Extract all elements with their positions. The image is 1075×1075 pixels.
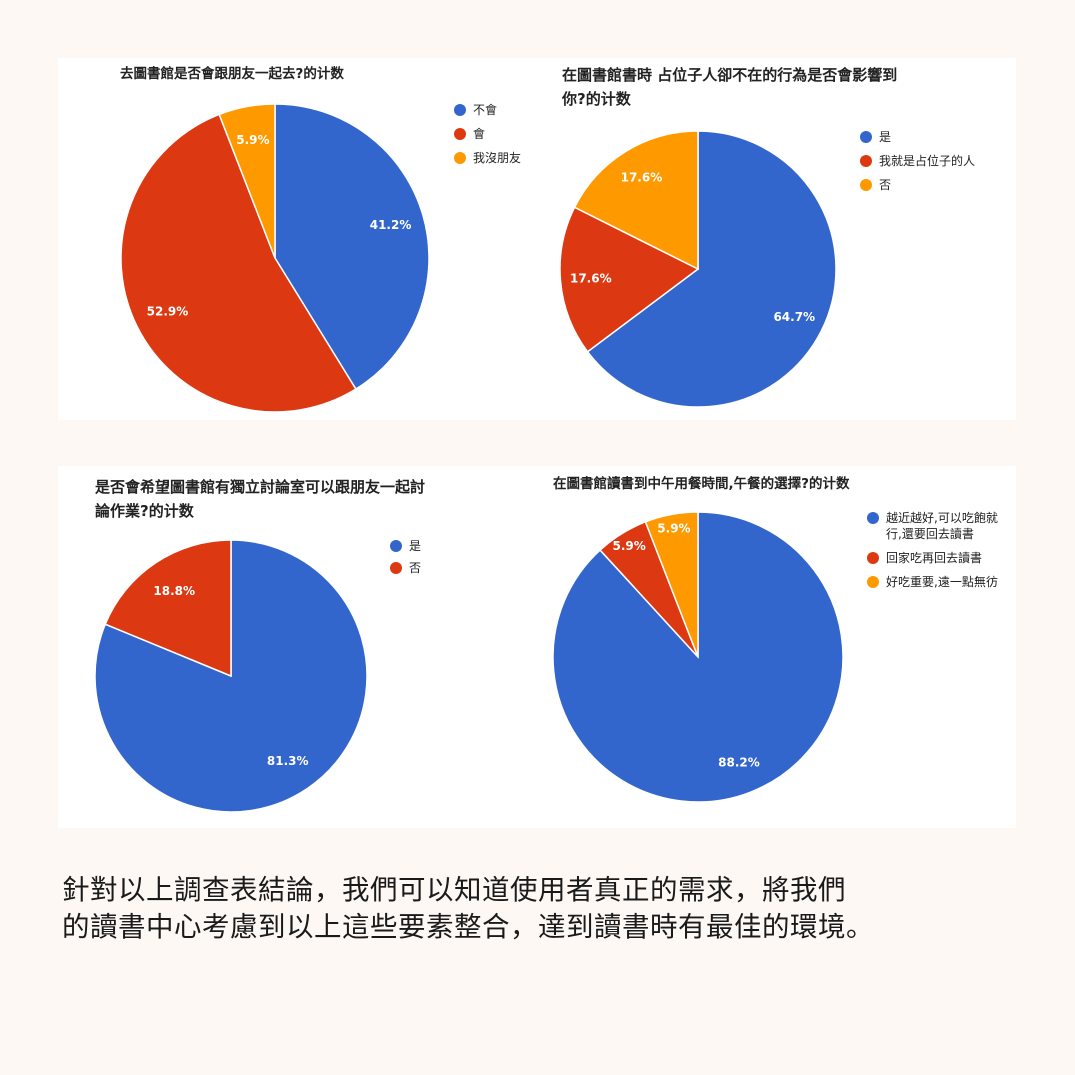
legend-label: 我沒朋友: [473, 151, 521, 165]
legend-marker: [454, 128, 466, 140]
slice-data-label: 52.9%: [147, 305, 189, 319]
legend-marker: [860, 131, 872, 143]
chart-title-line: 在圖書館書時 占位子人卻不在的行為是否會影響到: [562, 66, 897, 84]
slice-data-label: 5.9%: [657, 522, 690, 536]
legend-marker: [390, 540, 402, 552]
legend-label: 越近越好,可以吃飽就: [886, 510, 998, 525]
pie-slice: [559, 206, 700, 353]
slice-data-label: 18.8%: [153, 584, 195, 598]
legend-label: 會: [473, 127, 485, 141]
pie-slice: [120, 113, 357, 413]
pie-slice: [104, 539, 232, 678]
legend-marker: [867, 576, 879, 588]
legend-label: 否: [879, 178, 891, 192]
chart-title-line: 是否會希望圖書館有獨立討論室可以跟朋友一起討: [94, 478, 425, 496]
slice-data-label: 17.6%: [570, 272, 612, 286]
slice-data-label: 81.3%: [267, 754, 309, 768]
legend-label: 否: [409, 561, 421, 575]
legend-label: 不會: [473, 103, 497, 117]
pie-slice: [573, 130, 699, 271]
pie-slice: [644, 511, 699, 658]
legend-marker: [454, 152, 466, 164]
conclusion-text: 針對以上調查表結論，我們可以知道使用者真正的需求，將我們 的讀書中心考慮到以上這…: [62, 872, 1022, 946]
chart-title-line: 論作業?的计数: [95, 502, 195, 520]
slice-data-label: 5.9%: [612, 539, 645, 553]
legend-label: 行,還要回去讀書: [886, 527, 974, 541]
conclusion-line-1: 針對以上調查表結論，我們可以知道使用者真正的需求，將我們: [62, 874, 846, 906]
legend-label: 回家吃再回去讀書: [886, 550, 982, 565]
legend-label: 是: [879, 130, 891, 144]
pie-slice: [218, 103, 276, 259]
chart-title: 在圖書館讀書到中午用餐時間,午餐的選擇?的计数: [553, 475, 850, 492]
slice-data-label: 88.2%: [718, 755, 760, 769]
slice-data-label: 64.7%: [773, 310, 815, 324]
pie-slice: [586, 130, 837, 408]
legend-marker: [390, 562, 402, 574]
legend-marker: [867, 552, 879, 564]
conclusion-line-2: 的讀書中心考慮到以上這些要素整合，達到讀書時有最佳的環境。: [62, 911, 874, 943]
slice-data-label: 17.6%: [621, 170, 663, 184]
legend-label: 我就是占位子的人: [879, 153, 975, 168]
legend-marker: [454, 104, 466, 116]
legend-marker: [860, 155, 872, 167]
pie-slice: [274, 103, 430, 391]
chart-title-line: 在圖書館讀書到中午用餐時間,午餐的選擇?的计数: [553, 475, 850, 492]
legend-marker: [867, 512, 879, 524]
legend-label: 好吃重要,遠一點無彷: [886, 574, 998, 589]
slice-data-label: 5.9%: [236, 133, 269, 147]
chart-title-line: 去圖書館是否會跟朋友一起去?的计数: [120, 65, 344, 82]
legend-label: 是: [409, 539, 421, 553]
chart-title: 去圖書館是否會跟朋友一起去?的计数: [120, 65, 344, 82]
slice-data-label: 41.2%: [370, 218, 412, 232]
legend-marker: [860, 179, 872, 191]
chart-title-line: 你?的计数: [561, 90, 632, 108]
